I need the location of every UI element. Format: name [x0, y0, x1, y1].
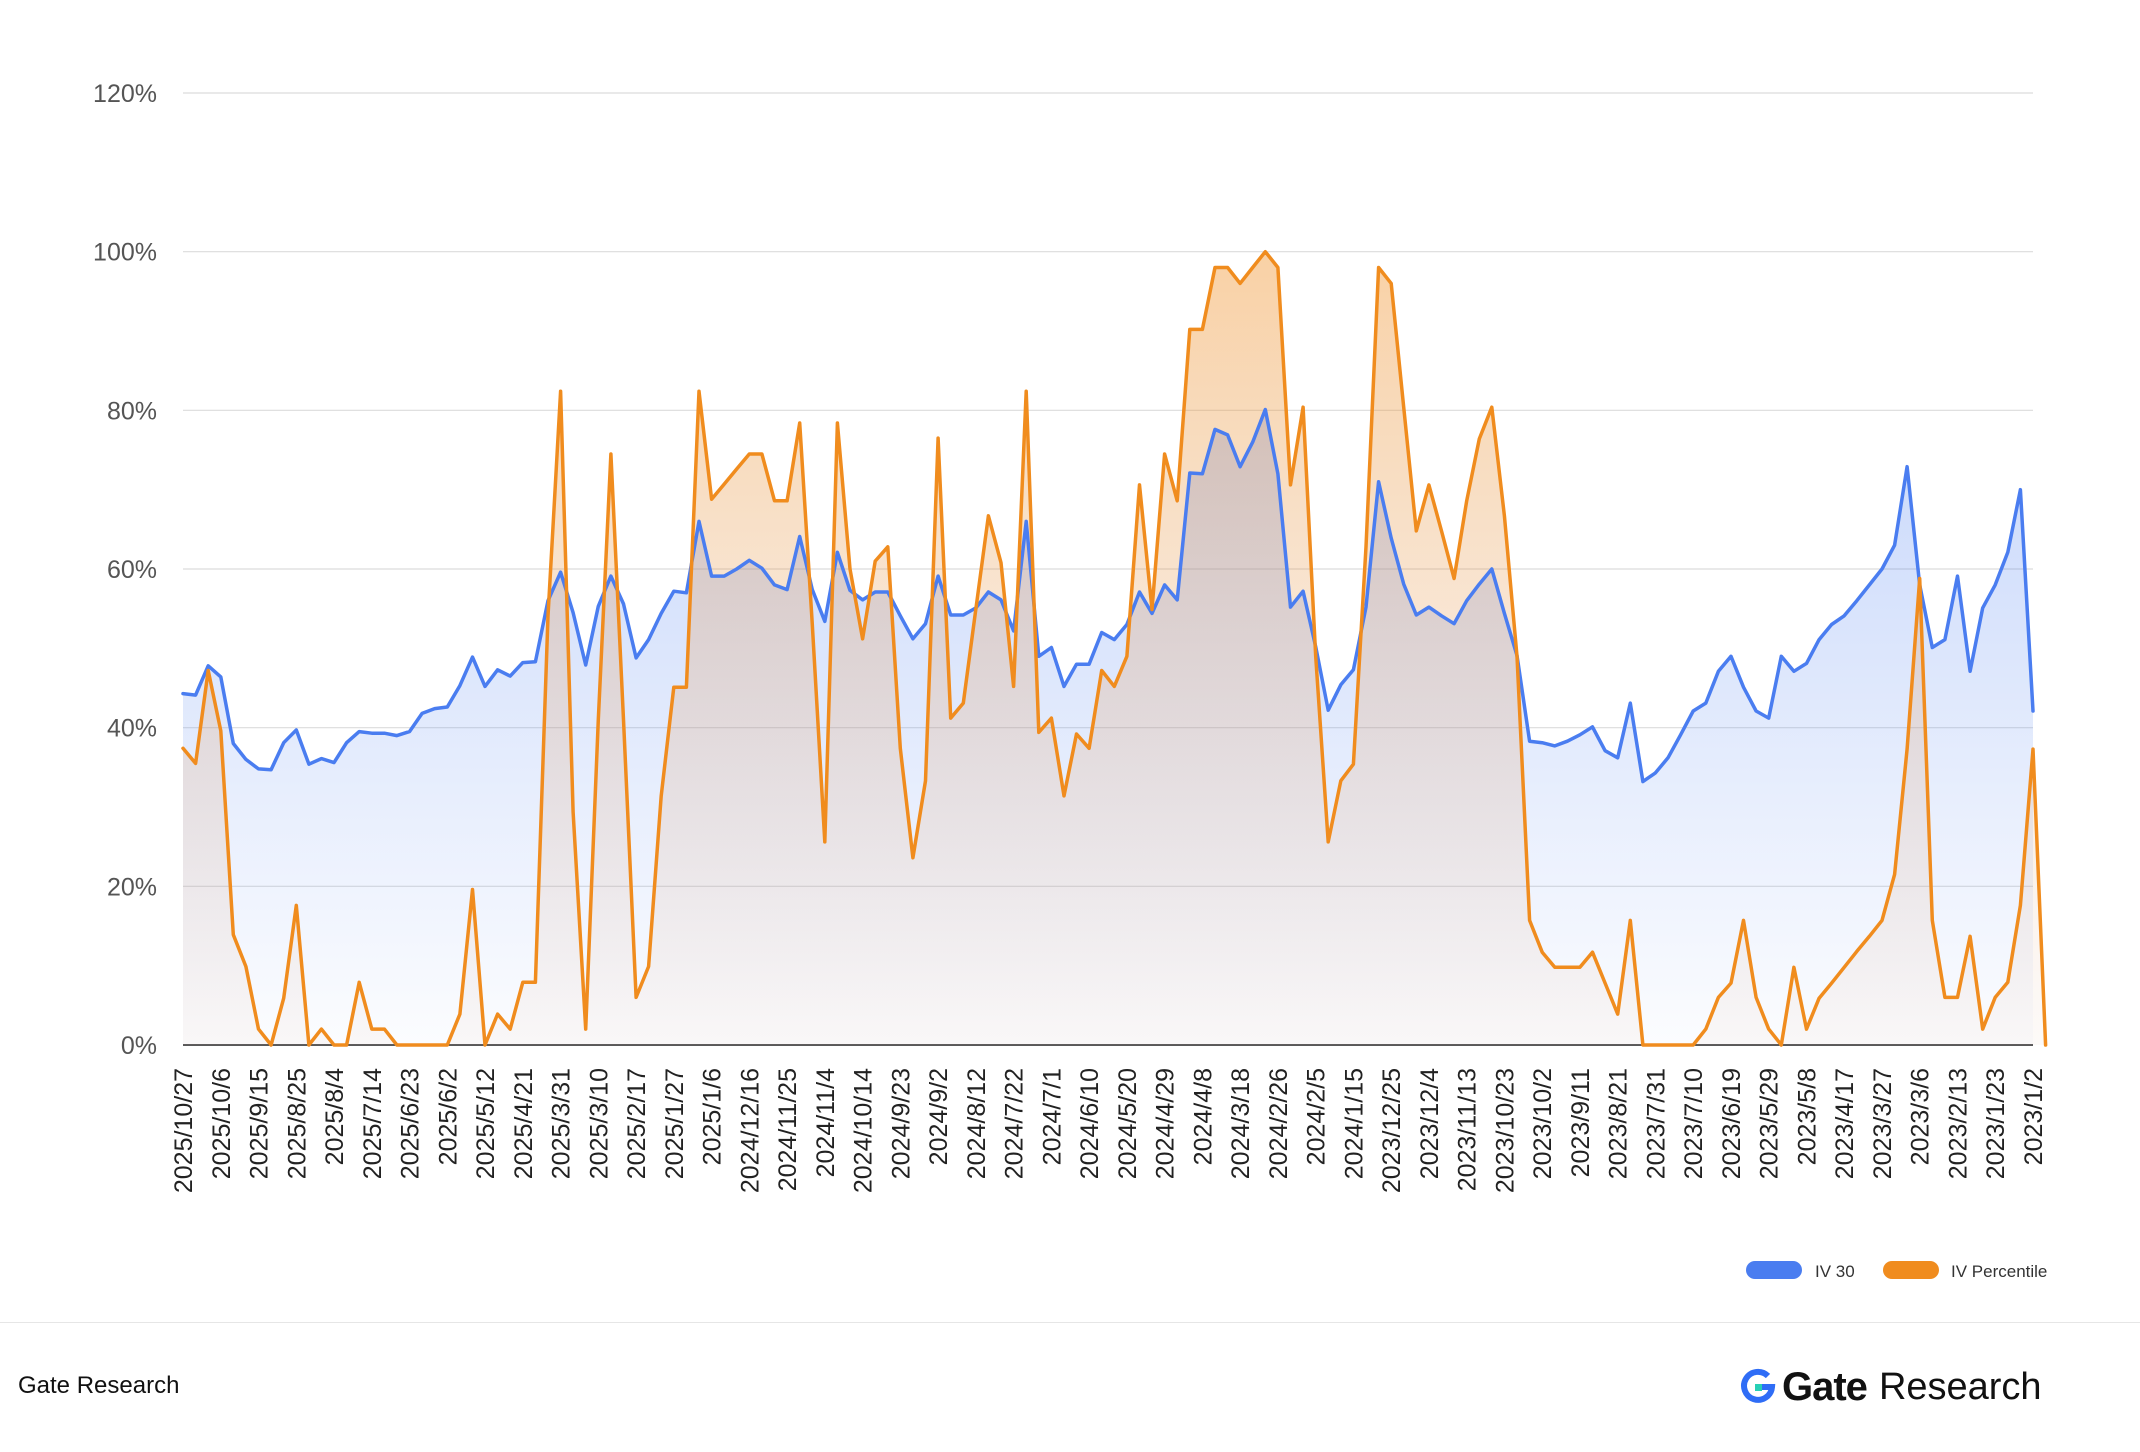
- plot-areas: [183, 251, 2046, 1045]
- x-tick-label: 2025/3/31: [548, 1068, 576, 1179]
- x-tick-label: 2024/9/23: [887, 1068, 915, 1179]
- x-tick-label: 2023/11/13: [1454, 1068, 1482, 1191]
- y-tick-label: 20%: [107, 873, 157, 901]
- x-tick-label: 2023/5/29: [1756, 1068, 1784, 1179]
- x-tick-label: 2023/5/8: [1794, 1068, 1822, 1165]
- x-tick-label: 2024/4/29: [1152, 1068, 1180, 1179]
- gate-logo-icon: [1741, 1368, 1776, 1403]
- legend-swatch-iv-percentile: [1883, 1261, 1939, 1279]
- legend-swatch-iv30: [1746, 1261, 1802, 1279]
- x-tick-label: 2025/6/2: [434, 1068, 462, 1165]
- x-tick-label: 2023/1/23: [1982, 1068, 2010, 1179]
- y-axis: 0% 20% 40% 60% 80% 100% 120%: [93, 80, 157, 1060]
- footer-divider: [0, 1322, 2140, 1323]
- brand-logo: Gate Research: [1738, 1362, 2042, 1412]
- x-tick-label: 2024/11/4: [812, 1068, 840, 1177]
- legend-label-iv-percentile: IV Percentile: [1951, 1262, 2047, 1281]
- x-tick-label: 2025/8/25: [283, 1068, 311, 1179]
- y-tick-label: 0%: [121, 1032, 157, 1060]
- x-tick-label: 2025/5/12: [472, 1068, 500, 1179]
- x-tick-label: 2024/6/10: [1076, 1068, 1104, 1179]
- x-tick-label: 2024/12/16: [736, 1068, 764, 1193]
- plot-lines: [181, 249, 2048, 1047]
- x-tick-label: 2025/10/6: [208, 1068, 236, 1179]
- x-tick-label: 2023/6/19: [1718, 1068, 1746, 1179]
- y-tick-label: 40%: [107, 715, 157, 743]
- x-tick-label: 2023/3/6: [1907, 1068, 1935, 1165]
- x-tick-label: 2023/7/10: [1680, 1068, 1708, 1179]
- x-tick-label: 2025/8/4: [321, 1068, 349, 1165]
- x-tick-label: 2025/6/23: [397, 1068, 425, 1179]
- x-tick-label: 2023/3/27: [1869, 1068, 1897, 1179]
- line-iv-percentile: [181, 249, 2048, 1047]
- x-tick-label: 2024/2/5: [1303, 1068, 1331, 1165]
- x-tick-label: 2023/2/13: [1945, 1068, 1973, 1179]
- x-tick-label: 2023/4/17: [1831, 1068, 1859, 1179]
- x-tick-label: 2025/3/10: [585, 1068, 613, 1179]
- x-tick-label: 2023/10/23: [1491, 1068, 1519, 1193]
- x-tick-label: 2024/10/14: [850, 1068, 878, 1193]
- x-tick-label: 2024/5/20: [1114, 1068, 1142, 1179]
- x-tick-label: 2025/1/27: [661, 1068, 689, 1179]
- x-tick-label: 2024/9/2: [925, 1068, 953, 1165]
- y-tick-label: 60%: [107, 556, 157, 584]
- x-tick-label: 2023/12/25: [1378, 1068, 1406, 1193]
- x-tick-label: 2024/11/25: [774, 1068, 802, 1191]
- chart-root: 0%20%40%60%80%100%120% 2025/10/27 2025/10…: [93, 80, 2048, 1281]
- footer-source: Gate Research: [18, 1372, 180, 1399]
- y-tick-label: 80%: [107, 397, 157, 425]
- x-tick-label: 2024/7/1: [1038, 1068, 1066, 1165]
- x-tick-label: 2023/12/4: [1416, 1068, 1444, 1179]
- x-tick-label: 2024/3/18: [1227, 1068, 1255, 1179]
- x-tick-label: 2023/7/31: [1642, 1068, 1670, 1179]
- x-tick-label: 2023/1/2: [2020, 1068, 2048, 1165]
- x-tick-label: 2025/10/27: [170, 1068, 198, 1193]
- y-tick-label: 120%: [93, 80, 157, 108]
- line-iv30: [181, 407, 2035, 784]
- x-tick-label: 2024/2/26: [1265, 1068, 1293, 1179]
- legend: IV 30 IV Percentile: [1746, 1261, 2047, 1281]
- x-tick-label: 2023/8/21: [1605, 1068, 1633, 1179]
- area-iv-percentile: [183, 251, 2046, 1045]
- x-tick-label: 2025/2/17: [623, 1068, 651, 1179]
- x-tick-label: 2025/7/14: [359, 1068, 387, 1179]
- x-tick-label: 2024/1/15: [1340, 1068, 1368, 1179]
- x-axis: 2025/10/27 2025/10/6 2025/9/15 2025/8/25 202…: [170, 1068, 2048, 1193]
- y-tick-label: 100%: [93, 239, 157, 267]
- x-tick-label: 2025/9/15: [246, 1068, 274, 1179]
- brand-gate-text: Gate: [1782, 1364, 1868, 1409]
- x-tick-label: 2025/4/21: [510, 1068, 538, 1179]
- brand-research-text: Research: [1878, 1365, 2042, 1408]
- x-tick-label: 2023/10/2: [1529, 1068, 1557, 1179]
- x-tick-label: 2023/9/11: [1567, 1068, 1595, 1177]
- x-tick-label: 2024/8/12: [963, 1068, 991, 1179]
- legend-label-iv30: IV 30: [1815, 1262, 1855, 1281]
- x-tick-label: 2025/1/6: [699, 1068, 727, 1165]
- x-tick-label: 2024/4/8: [1189, 1068, 1217, 1165]
- x-tick-label: 2024/7/22: [1001, 1068, 1029, 1179]
